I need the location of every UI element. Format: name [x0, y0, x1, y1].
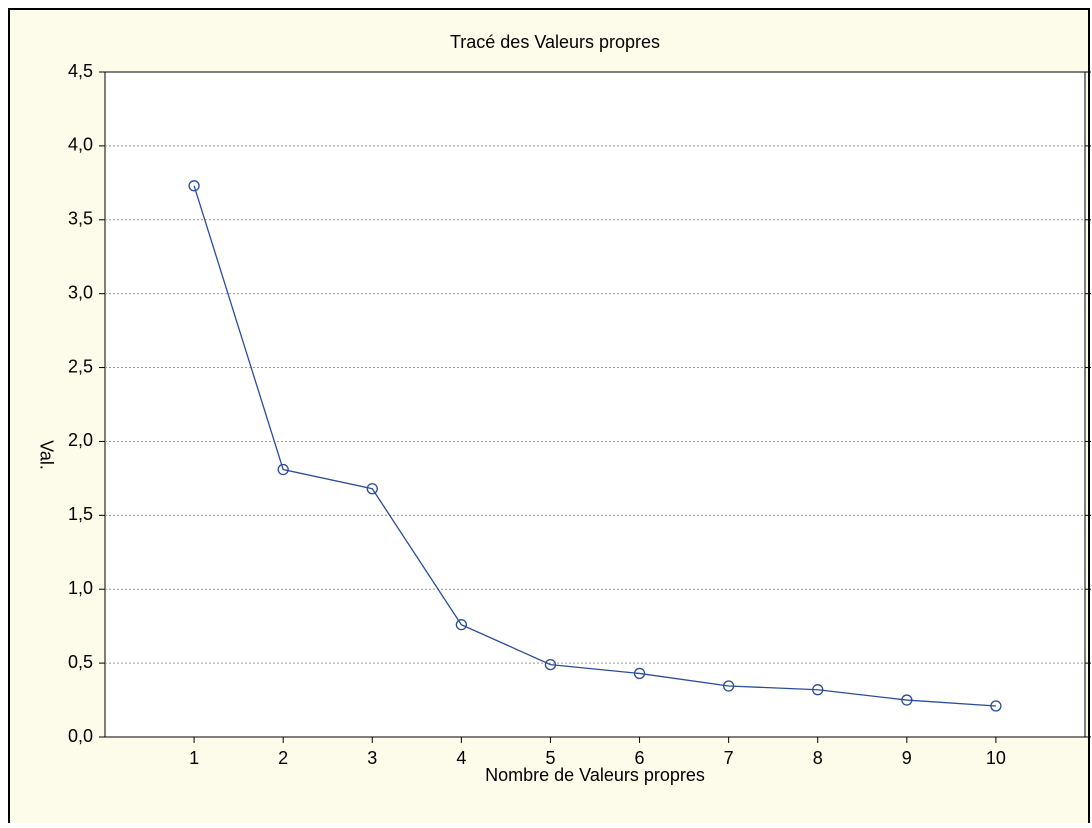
y-tick-label: 1,5 — [68, 504, 93, 524]
point — [633, 667, 646, 680]
y-tick-label: 0,5 — [68, 652, 93, 672]
point — [544, 658, 557, 671]
y-tick-label: 3,5 — [68, 209, 93, 229]
point — [722, 680, 735, 692]
point — [366, 483, 378, 495]
y-tick-label: 1,0 — [68, 578, 93, 598]
x-tick-label: 6 — [635, 748, 645, 768]
x-axis-label: Nombre de Valeurs propres — [485, 765, 705, 785]
point — [188, 180, 200, 192]
x-tick-label: 7 — [724, 748, 734, 768]
point — [990, 700, 1002, 712]
x-tick-label: 9 — [902, 748, 912, 768]
chart-title: Tracé des Valeurs propres — [450, 32, 660, 52]
point — [901, 694, 913, 706]
x-tick-label: 1 — [189, 748, 199, 768]
x-tick-label: 8 — [813, 748, 823, 768]
x-tick-label: 3 — [367, 748, 377, 768]
y-tick-label: 2,5 — [68, 356, 93, 376]
point — [277, 463, 289, 476]
x-tick-label: 4 — [456, 748, 466, 768]
line — [193, 185, 996, 707]
x-tick-label: 5 — [545, 748, 555, 768]
y-tick-label: 4,0 — [68, 135, 93, 155]
y-axis-label: Val. — [36, 440, 56, 470]
x-tick-label: 2 — [278, 748, 288, 768]
x-tick-label: 10 — [986, 748, 1006, 768]
plot-area — [104, 71, 1086, 738]
y-tick-label: 2,0 — [68, 430, 93, 450]
point — [812, 684, 824, 696]
y-tick-label: 4,5 — [68, 61, 93, 81]
y-tick-label: 0,0 — [68, 726, 93, 746]
point — [455, 619, 468, 631]
y-tick-label: 3,0 — [68, 282, 93, 302]
